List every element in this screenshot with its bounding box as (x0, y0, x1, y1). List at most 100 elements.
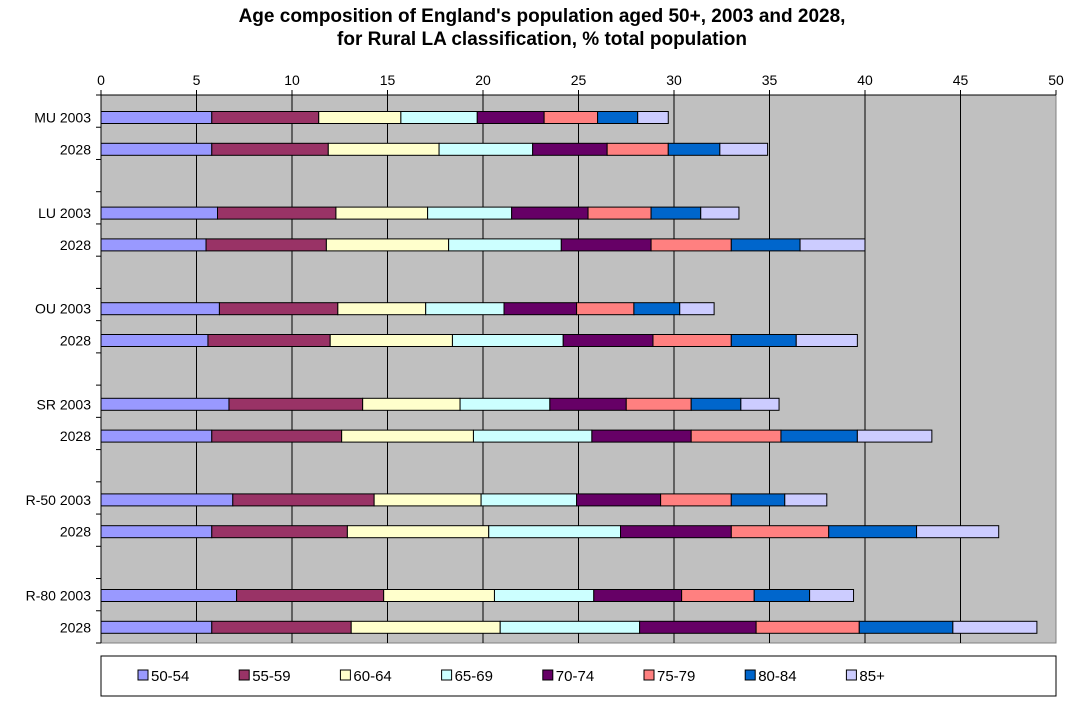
bar-segment-50-54-5 (100, 334, 209, 347)
x-tick-label: 5 (193, 72, 201, 88)
bar-segment-55-59-4 (218, 302, 339, 316)
bar-segment-65-69-1 (438, 142, 534, 156)
bar-segment-75-79-9 (730, 525, 830, 539)
chart-title-line-2: for Rural LA classification, % total pop… (337, 29, 747, 50)
legend-label-50-54: 50-54 (151, 668, 189, 685)
legend-label-80-84: 80-84 (758, 668, 796, 685)
legend-swatch-55-59 (238, 669, 250, 681)
legend-swatch-65-69 (441, 669, 453, 681)
bar-segment-65-69-8 (480, 493, 578, 507)
bar-segment-55-59-8 (232, 493, 375, 507)
bar-segment-65-69-5 (451, 334, 564, 347)
legend-label-75-79: 75-79 (657, 668, 695, 685)
bar-segment-60-64-9 (346, 525, 490, 539)
legend-label-60-64: 60-64 (353, 668, 391, 685)
bar-segment-65-69-11 (499, 620, 641, 634)
bar-segment-65-69-3 (448, 238, 562, 252)
bar-segment-55-59-11 (211, 620, 352, 634)
bar-segment-80-84-11 (858, 620, 954, 634)
bar-segment-70-74-9 (620, 525, 732, 539)
bar-segment-55-59-1 (211, 142, 329, 156)
bar-segment-60-64-3 (325, 238, 450, 252)
bar-segment-75-79-8 (660, 493, 732, 507)
legend-label-70-74: 70-74 (556, 668, 594, 685)
bar-segment-70-74-3 (560, 238, 652, 252)
category-label: 2028 (60, 237, 91, 253)
bar-segment-50-54-1 (100, 142, 213, 156)
bar-segment-50-54-2 (100, 206, 219, 220)
bar-segment-85+-2 (700, 206, 740, 220)
bar-segment-85+-9 (916, 525, 1000, 539)
bar-segment-80-84-9 (828, 525, 918, 539)
x-tick-label: 45 (953, 72, 969, 88)
category-label: LU 2003 (38, 205, 91, 221)
bar-segment-70-74-1 (532, 142, 608, 156)
category-label: OU 2003 (35, 301, 91, 317)
x-tick-label: 30 (666, 72, 682, 88)
x-tick-label: 15 (380, 72, 396, 88)
legend-box (100, 655, 1057, 697)
bar-segment-50-54-3 (100, 238, 207, 252)
legend-swatch-75-79 (643, 669, 655, 681)
bar-segment-70-74-0 (476, 111, 545, 124)
bar-segment-75-79-3 (650, 238, 732, 252)
bar-segment-50-54-7 (100, 429, 213, 443)
x-tick-label: 35 (762, 72, 778, 88)
bar-segment-85+-8 (784, 493, 828, 507)
bar-segment-70-74-7 (591, 429, 692, 443)
bar-segment-60-64-8 (373, 493, 482, 507)
legend-label-65-69: 65-69 (455, 668, 493, 685)
bar-segment-80-84-5 (730, 334, 797, 347)
bar-segment-85+-11 (952, 620, 1038, 634)
bar-segment-75-79-5 (652, 334, 732, 347)
legend-label-55-59: 55-59 (252, 668, 290, 685)
bar-segment-60-64-0 (318, 111, 402, 124)
bar-segment-50-54-10 (100, 589, 238, 602)
bar-segment-80-84-3 (730, 238, 801, 252)
bar-segment-55-59-2 (217, 206, 337, 220)
bar-segment-60-64-2 (335, 206, 429, 220)
bar-segment-75-79-0 (543, 111, 599, 124)
bar-segment-85+-5 (795, 334, 858, 347)
bar-segment-60-64-5 (329, 334, 453, 347)
category-label: MU 2003 (34, 110, 91, 126)
legend-swatch-80-84 (744, 669, 756, 681)
bar-segment-85+-6 (740, 397, 780, 411)
bar-segment-80-84-1 (667, 142, 721, 156)
bar-segment-75-79-7 (690, 429, 782, 443)
category-label: 2028 (60, 619, 91, 635)
bar-segment-75-79-2 (587, 206, 652, 220)
bar-segment-50-54-8 (100, 493, 234, 507)
bar-segment-65-69-0 (400, 111, 478, 124)
x-tick-label: 10 (284, 72, 300, 88)
bar-segment-50-54-0 (100, 111, 213, 124)
x-tick-label: 20 (475, 72, 491, 88)
bar-segment-70-74-5 (562, 334, 654, 347)
bar-segment-70-74-8 (576, 493, 662, 507)
bar-segment-85+-0 (637, 111, 669, 124)
category-label: SR 2003 (37, 396, 92, 412)
bar-segment-55-59-3 (205, 238, 327, 252)
bar-segment-65-69-7 (472, 429, 593, 443)
bar-segment-80-84-4 (633, 302, 681, 316)
bar-segment-60-64-10 (383, 589, 495, 602)
bar-segment-55-59-10 (236, 589, 385, 602)
bar-segment-75-79-10 (681, 589, 755, 602)
bar-segment-65-69-10 (493, 589, 595, 602)
bar-segment-85+-4 (679, 302, 715, 316)
legend-swatch-60-64 (339, 669, 351, 681)
bar-segment-60-64-6 (362, 397, 461, 411)
bar-segment-70-74-4 (503, 302, 578, 316)
bar-segment-60-64-7 (341, 429, 474, 443)
x-tick-label: 0 (97, 72, 105, 88)
bar-segment-80-84-0 (597, 111, 639, 124)
bar-segment-80-84-6 (690, 397, 742, 411)
bar-segment-85+-10 (809, 589, 855, 602)
bar-segment-70-74-2 (511, 206, 589, 220)
legend-label-85+: 85+ (859, 668, 885, 685)
bar-segment-50-54-11 (100, 620, 213, 634)
category-label: 2028 (60, 428, 91, 444)
category-label: R-80 2003 (26, 588, 92, 604)
bar-segment-70-74-6 (549, 397, 627, 411)
bar-segment-80-84-10 (753, 589, 811, 602)
